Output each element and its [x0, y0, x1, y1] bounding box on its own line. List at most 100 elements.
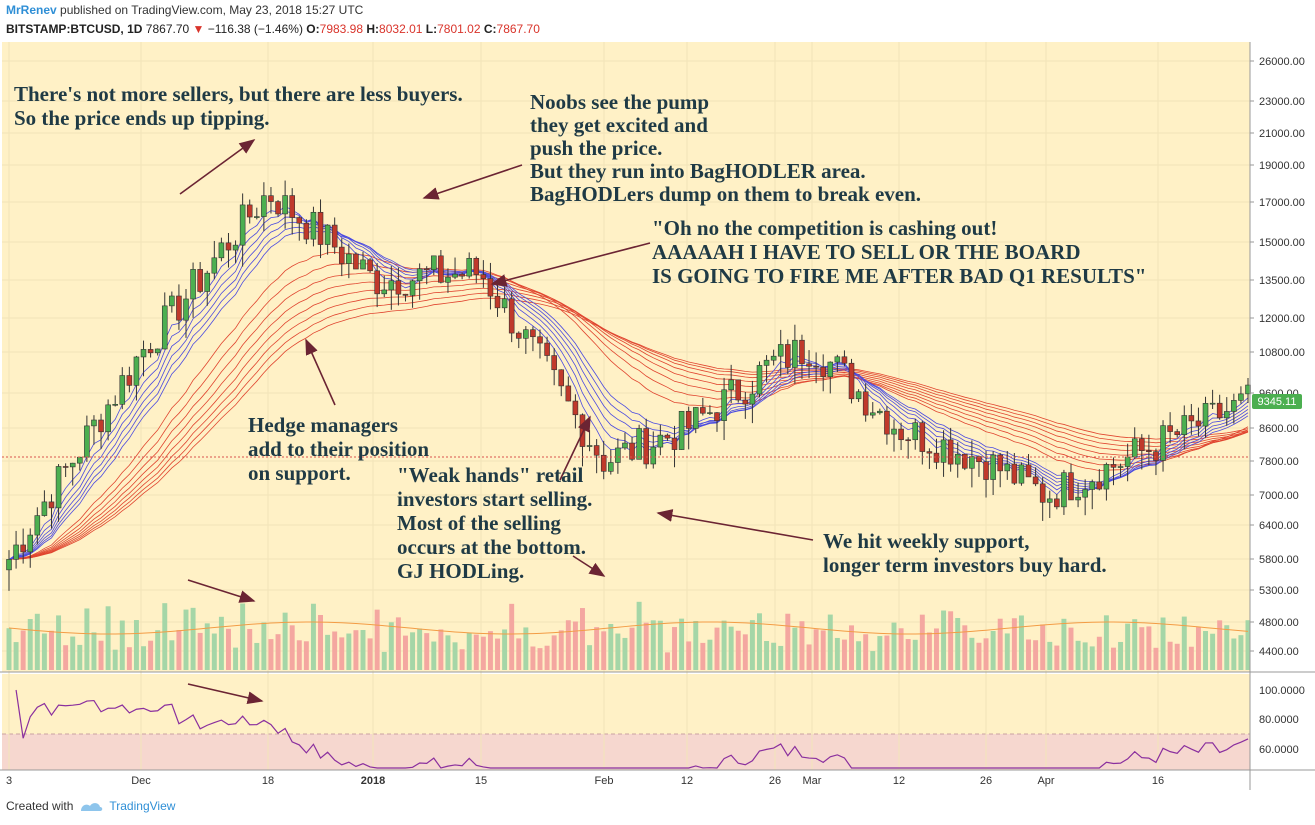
- annotation-line: longer term investors buy hard.: [823, 553, 1107, 577]
- slow-ema-line: [8, 263, 1249, 560]
- volume-bar: [580, 608, 585, 670]
- volume-bar: [480, 636, 486, 670]
- volume-bar: [516, 638, 522, 670]
- candle-body: [310, 211, 317, 240]
- candle-body: [20, 544, 26, 553]
- volume-bar: [126, 647, 132, 670]
- candle-body: [374, 270, 380, 295]
- candle-body: [402, 293, 409, 296]
- candle-body: [919, 422, 926, 452]
- candle-body: [962, 453, 968, 469]
- annotation-text: There's not more sellers, but there are …: [14, 82, 463, 130]
- candle-body: [409, 280, 416, 296]
- volume-bar: [622, 637, 628, 670]
- volume-bar: [261, 622, 267, 670]
- x-axis-ticks[interactable]: 3 Dec 18 2018 15 Feb 12 26 Mar 12 26 Apr 16: [6, 775, 1164, 787]
- volume-bar: [1132, 619, 1138, 670]
- candle-body: [792, 339, 798, 368]
- author-link[interactable]: MrRenev: [6, 3, 57, 17]
- candle-body: [508, 298, 515, 334]
- volume-bar: [721, 620, 727, 670]
- annotation-line: Noobs see the pump: [530, 90, 709, 114]
- annotation-arrow: [187, 683, 264, 705]
- y-tick-label: 5300.00: [1259, 585, 1299, 597]
- volume-bar: [1047, 641, 1053, 670]
- candle-body: [1011, 463, 1018, 484]
- tradingview-link[interactable]: TradingView: [109, 799, 176, 813]
- volume-bar: [629, 627, 635, 670]
- volume-bar: [990, 630, 996, 670]
- volume-bar: [303, 641, 309, 670]
- candle-body: [480, 274, 487, 279]
- symbol-name[interactable]: BITSTAMP:BTCUSD, 1D: [6, 22, 143, 36]
- volume-bar: [1118, 641, 1124, 670]
- candle-body: [1110, 464, 1117, 468]
- y-tick-label: 4800.00: [1259, 617, 1299, 629]
- volume-bar: [700, 642, 706, 670]
- x-tick-label: 26: [769, 775, 781, 787]
- slow-ema-line: [8, 283, 1249, 560]
- candle-body: [423, 268, 430, 271]
- candle-body: [445, 276, 451, 283]
- candle-body: [735, 379, 742, 401]
- volume-bar: [1153, 647, 1159, 670]
- candle-body: [239, 204, 246, 246]
- volume-bar: [1040, 624, 1046, 670]
- candle-body: [1068, 472, 1074, 501]
- low-label: L:: [425, 22, 438, 36]
- close-label: C:: [483, 22, 497, 36]
- volume-bar: [537, 648, 543, 670]
- candle-body: [565, 385, 572, 402]
- volume-bar: [310, 603, 316, 670]
- volume-bar: [204, 623, 210, 670]
- candle-body: [381, 289, 388, 295]
- volume-bar: [445, 635, 451, 670]
- volume-bar: [452, 642, 458, 670]
- volume-bar: [367, 638, 373, 670]
- candle-body: [77, 456, 83, 464]
- volume-bar: [1004, 633, 1010, 670]
- annotation-arrow: [305, 338, 336, 406]
- candle-body: [48, 501, 55, 509]
- volume-bar: [473, 634, 479, 670]
- y-axis-ticks[interactable]: 26000.00 23000.00 21000.00 19000.00 17000.00…: [1250, 56, 1305, 658]
- candle-body: [1025, 464, 1032, 478]
- candle-body: [416, 268, 423, 282]
- candle-body: [289, 195, 295, 218]
- x-tick-label: 3: [6, 775, 12, 787]
- candle-body: [197, 269, 203, 292]
- candle-body: [643, 428, 649, 465]
- candle-body: [657, 434, 664, 448]
- main-pane[interactable]: [2, 42, 1250, 672]
- symbol-legend: BITSTAMP:BTCUSD, 1D 7867.70 ▼ −116.38 (−…: [6, 22, 540, 36]
- x-tick-label: 12: [893, 775, 905, 787]
- candle-body: [346, 253, 352, 264]
- volume-bar: [388, 622, 394, 670]
- candle-body: [898, 428, 904, 441]
- volume-bar: [601, 631, 607, 670]
- x-tick-label: 18: [262, 775, 274, 787]
- volume-bar: [827, 614, 833, 670]
- volume-bar: [20, 630, 26, 670]
- volume-bar: [417, 628, 423, 670]
- down-triangle-icon: ▼: [192, 22, 205, 36]
- volume-bar: [502, 629, 508, 670]
- volume-bar: [112, 649, 118, 670]
- volume-bar: [757, 613, 762, 670]
- candle-body: [869, 412, 876, 416]
- volume-bar: [1054, 645, 1060, 670]
- volume-bar: [934, 628, 939, 670]
- volume-bar: [268, 639, 274, 670]
- annotation-line: AAAAAH I HAVE TO SELL OR THE BOARD: [652, 240, 1080, 264]
- annotation-line: There's not more sellers, but there are …: [14, 82, 463, 106]
- rsi-line: [15, 689, 1249, 769]
- volume-bar: [948, 611, 954, 670]
- candle-body: [891, 428, 897, 435]
- candle-body: [218, 242, 225, 259]
- volume-bar: [254, 642, 260, 670]
- volume-bar: [976, 642, 982, 670]
- candle-body: [84, 425, 90, 458]
- candle-body: [140, 349, 147, 358]
- annotation-arrow: [422, 164, 523, 200]
